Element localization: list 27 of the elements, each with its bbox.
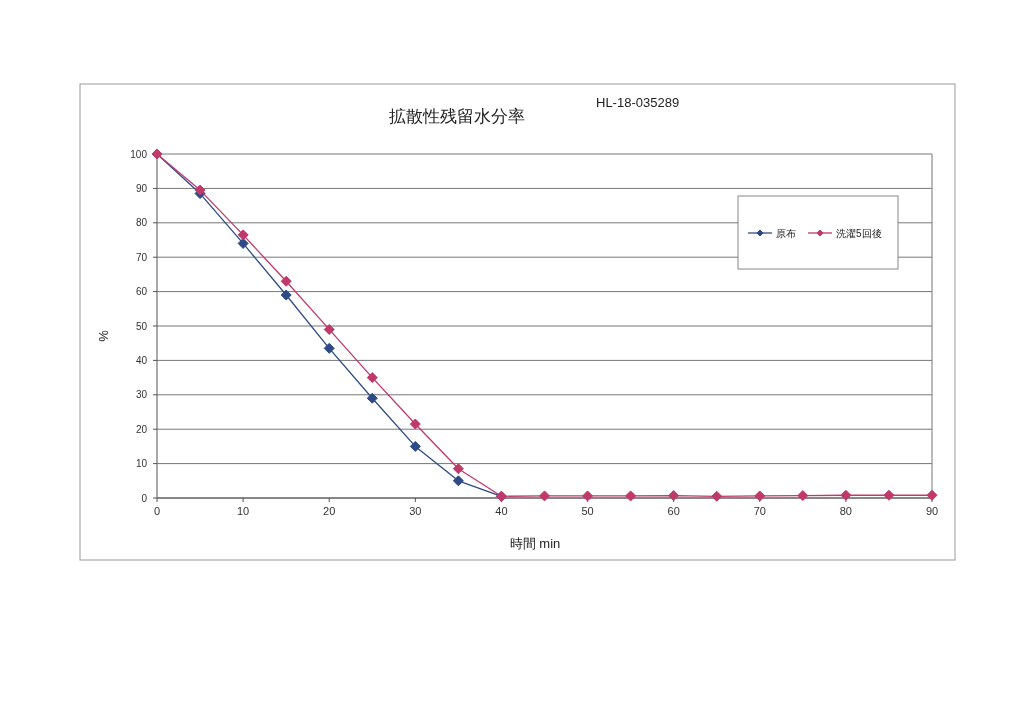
y-tick-label: 10 <box>135 458 148 470</box>
y-tick-label: 30 <box>135 389 148 401</box>
chart-subtitle: HL-18-035289 <box>596 95 680 110</box>
legend-label: 洗濯5回後 <box>836 228 882 239</box>
x-tick-label: 20 <box>323 505 336 517</box>
y-tick-label: 60 <box>135 286 148 298</box>
x-tick-label: 70 <box>753 505 766 517</box>
x-tick-label: 80 <box>839 505 853 517</box>
x-tick-label: 0 <box>153 505 161 517</box>
y-tick-label: 100 <box>130 148 148 160</box>
chart-title: 拡散性残留水分率 <box>389 107 525 126</box>
x-tick-label: 40 <box>495 505 508 517</box>
y-tick-label: 0 <box>141 492 148 504</box>
legend-label: 原布 <box>776 228 796 239</box>
y-tick-label: 40 <box>135 354 148 366</box>
x-tick-label: 10 <box>236 505 250 517</box>
x-tick-label: 60 <box>667 505 680 517</box>
x-axis-title: 時間 min <box>509 536 561 551</box>
y-tick-label: 20 <box>135 423 148 435</box>
y-tick-label: 70 <box>135 251 148 263</box>
x-tick-label: 30 <box>409 505 422 517</box>
y-axis-title: % <box>96 329 111 342</box>
y-tick-label: 90 <box>135 182 148 194</box>
y-tick-label: 80 <box>135 217 148 229</box>
x-tick-label: 50 <box>581 505 594 517</box>
x-tick-label: 90 <box>925 505 939 517</box>
y-tick-label: 50 <box>135 320 148 332</box>
